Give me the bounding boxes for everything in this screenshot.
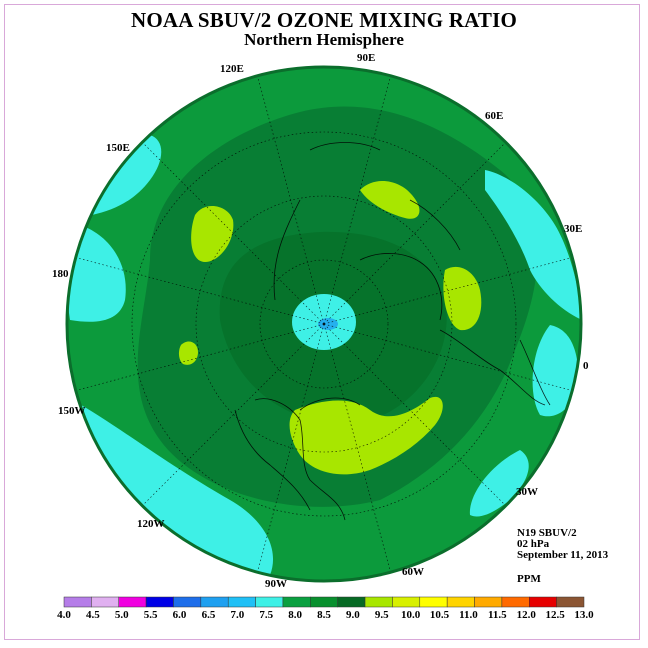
plot-frame [4, 4, 640, 640]
colorbar-box [118, 596, 147, 608]
lon-label-60e: 60E [485, 110, 504, 122]
meridian-line [75, 257, 325, 325]
colorbar-tick-label: 11.5 [488, 609, 507, 621]
meridian-line [142, 323, 325, 506]
meridian-line [257, 75, 325, 325]
colorbar-tick-label: 4.0 [57, 609, 71, 621]
map-rim [65, 65, 583, 583]
band-9-5-east [443, 266, 482, 331]
meridian-lines [75, 75, 573, 573]
band-7-5-nw [92, 135, 162, 215]
lon-label-90e: 90E [357, 52, 376, 64]
colorbar-tick-label: 8.5 [317, 609, 331, 621]
colorbar-box [529, 596, 557, 608]
chart-title: NOAA SBUV/2 OZONE MIXING RATIO [131, 8, 517, 32]
latitude-circles [131, 131, 517, 517]
colorbar-tick-label: 9.5 [374, 609, 389, 621]
colorbar-tick-label: 12.0 [516, 609, 536, 621]
meridian-line [323, 142, 506, 325]
colorbar-box [173, 596, 202, 608]
date-label: September 11, 2013 [517, 549, 609, 561]
colorbar-tick-label: 5.5 [143, 609, 158, 621]
colorbar-tick-label: 6.5 [201, 609, 216, 621]
coastlines [234, 142, 551, 521]
band-7-5-sw [72, 400, 274, 575]
meridian-line [323, 257, 573, 325]
colorbar-box [255, 596, 284, 608]
band-9-5-north [360, 180, 420, 219]
pole-center [318, 318, 338, 330]
colorbar-box [392, 596, 421, 608]
colorbar-tick-label: 9.0 [346, 609, 360, 621]
level-label: 02 hPa [517, 538, 550, 550]
colorbar-tick-label: 13.0 [574, 609, 594, 621]
colorbar-box [227, 596, 256, 608]
colorbar-box [145, 596, 174, 608]
meridian-line [323, 323, 391, 573]
meridian-line [323, 323, 573, 391]
colorbar-box [282, 596, 311, 608]
colorbar-box [337, 596, 366, 608]
lon-label-150w: 150W [58, 405, 86, 417]
colorbar-tick-label: 7.5 [259, 609, 274, 621]
meridian-line [323, 323, 506, 506]
colorbar-box [446, 596, 475, 608]
band-7-5-w [67, 225, 126, 322]
colorbar-tick-label: 11.0 [459, 609, 478, 621]
colorbar-tick-label: 10.5 [429, 609, 450, 621]
colorbar-box [474, 596, 503, 608]
band-9-5-west [178, 341, 198, 365]
band-7-5-se [469, 450, 529, 517]
lon-label-30w: 30W [516, 486, 538, 498]
colorbar-box [419, 596, 448, 608]
meridian-line [323, 75, 391, 325]
band-9-5-nw [191, 205, 234, 262]
lon-label-150e: 150E [106, 142, 130, 154]
band-9-5-south [289, 396, 443, 475]
meridian-line [75, 323, 325, 391]
colorbar-tick-label: 4.5 [86, 609, 100, 621]
colorbar-box [310, 596, 338, 608]
colorbar-tick-label: 12.5 [545, 609, 565, 621]
colorbar-box [501, 596, 530, 608]
colorbar-tick-label: 8.0 [288, 609, 302, 621]
lon-label-120e: 120E [220, 63, 244, 75]
colorbar-box [63, 596, 92, 608]
satellite-label: N19 SBUV/2 [517, 527, 577, 539]
lon-label-120w: 120W [137, 518, 165, 530]
colorbar-box [556, 596, 585, 608]
lon-label-60w: 60W [402, 566, 424, 578]
units-label: PPM [517, 573, 541, 585]
colorbar-tick-label: 5.0 [114, 609, 129, 621]
meridian-line [142, 142, 325, 325]
band-7-5-ne [485, 170, 581, 320]
chart-subtitle: Northern Hemisphere [244, 30, 404, 49]
lon-label-90w: 90W [265, 578, 287, 590]
lon-label-0: 0 [583, 360, 589, 372]
colorbar-tick-label: 7.0 [230, 609, 245, 621]
meridian-line [257, 323, 325, 573]
colorbar-tick-label: 6.0 [172, 609, 187, 621]
colorbar-box [91, 596, 119, 608]
colorbar-box [200, 596, 229, 608]
colorbar-tick-label: 10.0 [401, 609, 421, 621]
colorbar-box [364, 596, 393, 608]
lon-label-30e: 30E [564, 223, 583, 235]
lon-label-180: 180 [52, 268, 69, 280]
